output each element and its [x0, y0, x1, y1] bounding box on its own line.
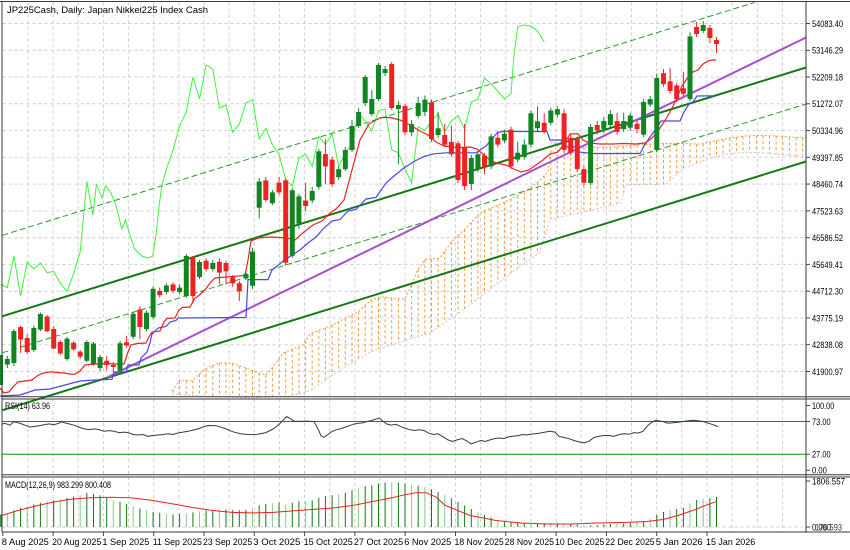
svg-text:50334.96: 50334.96 [812, 126, 843, 137]
svg-text:5 Jan 2026: 5 Jan 2026 [656, 537, 703, 548]
svg-text:15 Oct 2025: 15 Oct 2025 [304, 537, 353, 548]
svg-text:49397.85: 49397.85 [812, 153, 843, 164]
svg-text:54083.40: 54083.40 [812, 19, 843, 30]
svg-text:MACD(12,26,9) 983.299 800.408: MACD(12,26,9) 983.299 800.408 [5, 480, 111, 491]
svg-text:1 Sep 2025: 1 Sep 2025 [102, 537, 149, 548]
svg-text:42838.08: 42838.08 [812, 340, 843, 351]
svg-text:6 Nov 2025: 6 Nov 2025 [404, 537, 451, 548]
svg-text:11 Sep 2025: 11 Sep 2025 [153, 537, 202, 548]
svg-text:0.00: 0.00 [812, 466, 827, 477]
svg-text:43775.19: 43775.19 [812, 313, 843, 324]
svg-text:100.00: 100.00 [812, 401, 834, 412]
svg-text:1806.557: 1806.557 [812, 476, 845, 487]
svg-text:23 Sep 2025: 23 Sep 2025 [203, 537, 252, 548]
svg-text:20 Aug 2025: 20 Aug 2025 [52, 537, 101, 548]
svg-text:RSI(14) 63.96: RSI(14) 63.96 [5, 401, 50, 412]
svg-text:51272.07: 51272.07 [812, 99, 843, 110]
svg-text:53146.29: 53146.29 [812, 46, 843, 57]
svg-text:3 Oct 2025: 3 Oct 2025 [253, 537, 300, 548]
svg-text:18 Nov 2025: 18 Nov 2025 [455, 537, 504, 548]
svg-text:27 Oct 2025: 27 Oct 2025 [354, 537, 403, 548]
svg-text:46586.52: 46586.52 [812, 233, 843, 244]
svg-text:10 Dec 2025: 10 Dec 2025 [555, 537, 604, 548]
svg-text:0.000: 0.000 [812, 522, 831, 533]
svg-text:48460.74: 48460.74 [812, 180, 843, 191]
svg-text:15 Jan 2026: 15 Jan 2026 [706, 537, 755, 548]
svg-text:44712.30: 44712.30 [812, 287, 843, 298]
svg-text:41900.97: 41900.97 [812, 367, 843, 378]
svg-text:73.00: 73.00 [812, 417, 831, 428]
svg-text:27.00: 27.00 [812, 450, 831, 461]
svg-text:8 Aug 2025: 8 Aug 2025 [2, 537, 49, 548]
svg-text:45649.41: 45649.41 [812, 260, 843, 271]
svg-text:28 Nov 2025: 28 Nov 2025 [505, 537, 554, 548]
svg-text:JP225Cash, Daily: Japan Nikke: JP225Cash, Daily: Japan Nikkei225 Index … [7, 5, 208, 16]
svg-text:22 Dec 2025: 22 Dec 2025 [605, 537, 654, 548]
svg-text:176.593: 176.593 [815, 522, 842, 533]
svg-text:47523.63: 47523.63 [812, 206, 843, 217]
svg-text:52209.18: 52209.18 [812, 72, 843, 83]
